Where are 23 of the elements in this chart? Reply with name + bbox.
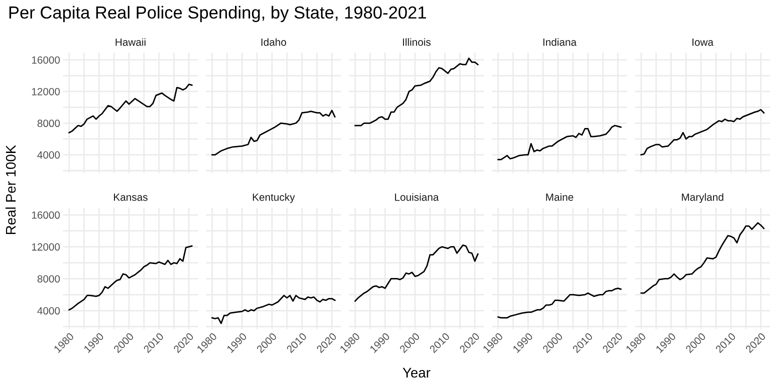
chart-subtitle: Iowa [692, 38, 714, 46]
y-tick-label: 12000 [32, 88, 60, 96]
y-tick-label: 16000 [32, 211, 60, 219]
line-series [68, 245, 193, 311]
chart-subtitle: Indiana [543, 38, 577, 46]
chart-title: Per Capita Real Police Spending, by State, 1980-2021 [9, 6, 426, 22]
line-series [68, 84, 193, 134]
chart-subtitle: Idaho [261, 38, 286, 46]
y-tick-label: 4000 [37, 151, 60, 159]
y-tick-label: 8000 [38, 275, 60, 283]
y-tick-label: 16000 [32, 56, 60, 64]
chart-subtitle: Hawaii [116, 38, 146, 46]
y-tick-label: 4000 [37, 307, 60, 315]
chart-subtitle: Kentucky [252, 193, 295, 203]
y-axis-title: Real Per 100K [6, 144, 16, 234]
chart-subtitle: Maryland [682, 193, 724, 203]
y-tick-label: 8000 [38, 120, 60, 128]
x-axis-title: Year [402, 368, 430, 378]
chart-subtitle: Louisiana [395, 193, 439, 201]
chart-subtitle: Kansas [114, 194, 148, 201]
chart-subtitle: Illinois [402, 38, 431, 46]
chart-subtitle: Maine [546, 193, 574, 201]
y-tick-label: 12000 [32, 243, 60, 251]
